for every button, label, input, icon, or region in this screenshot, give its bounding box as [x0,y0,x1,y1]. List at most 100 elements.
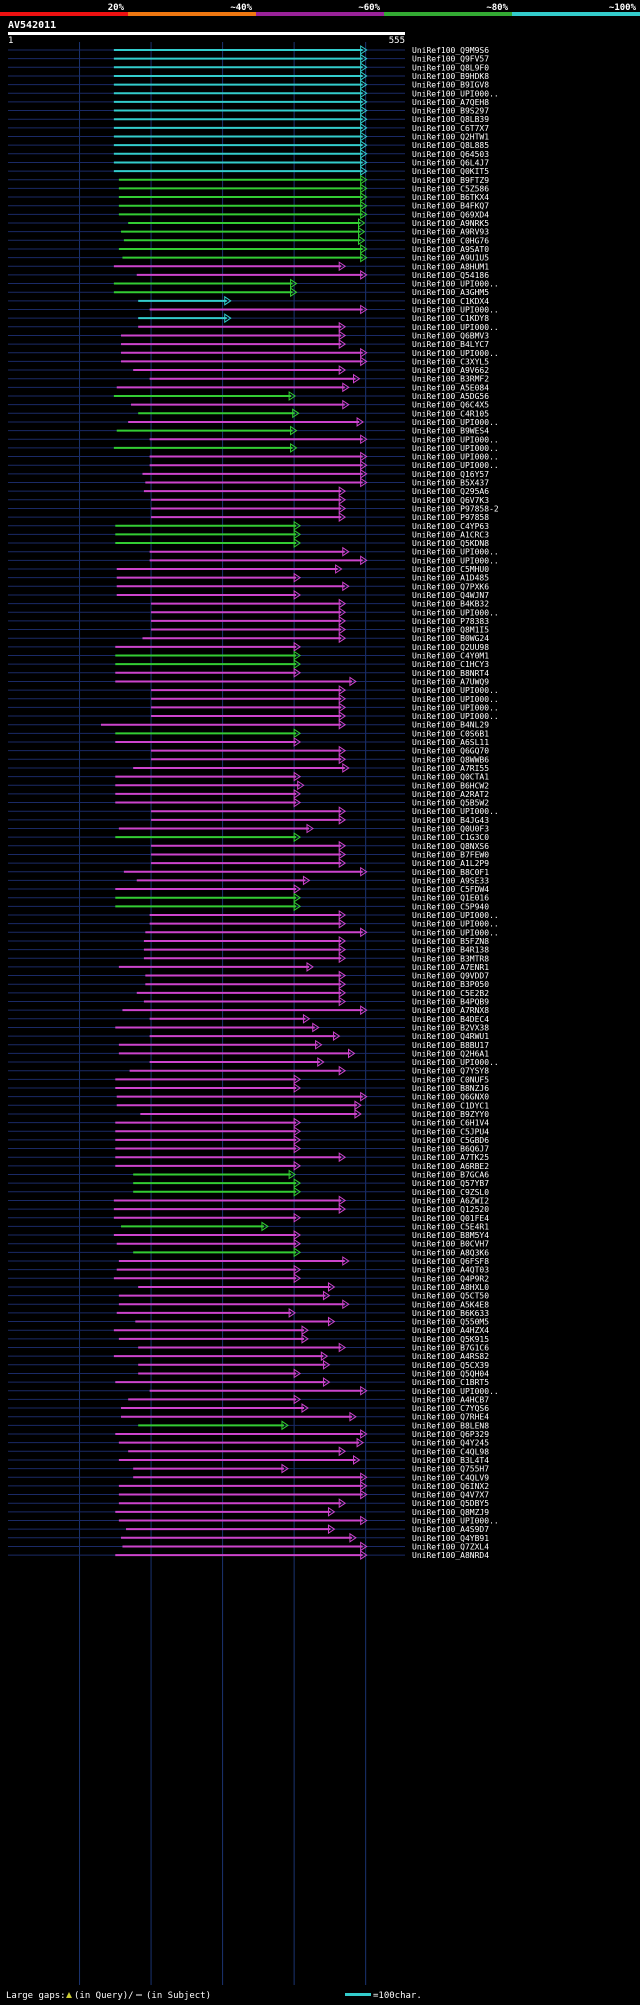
hit-label[interactable]: UniRef100_UPI000.. [412,1058,499,1067]
hit-row[interactable]: UniRef100_UPI000.. [8,278,499,289]
hit-label[interactable]: UniRef100_Q6GNX0 [412,1093,489,1102]
hit-label[interactable]: UniRef100_Q0KIT5 [412,167,489,176]
hit-row[interactable]: UniRef100_Q6INX2 [8,1480,489,1491]
hit-row[interactable]: UniRef100_UPI000.. [8,702,499,712]
hit-label[interactable]: UniRef100_A5E084 [412,383,489,392]
hit-label[interactable]: UniRef100_B3RMF2 [412,375,489,384]
hit-label[interactable]: UniRef100_Q8L9F0 [412,63,489,72]
hit-row[interactable]: UniRef100_Q8MZJ9 [8,1506,489,1517]
hit-row[interactable]: UniRef100_UPI000.. [8,1515,499,1526]
hit-row[interactable]: UniRef100_Q64503 [8,148,489,159]
hit-row[interactable]: UniRef100_B3L4T4 [8,1455,489,1465]
hit-label[interactable]: UniRef100_Q7ZXL4 [412,1542,489,1551]
hit-row[interactable]: UniRef100_UPI000.. [8,927,499,937]
hit-row[interactable]: UniRef100_UPI000.. [8,88,499,98]
hit-label[interactable]: UniRef100_UPI000.. [412,349,499,358]
hit-row[interactable]: UniRef100_A9NRK5 [8,218,489,228]
hit-label[interactable]: UniRef100_C5E2B2 [412,989,489,998]
hit-row[interactable]: UniRef100_C0HG76 [8,235,489,245]
hit-label[interactable]: UniRef100_Q6INX2 [412,1482,489,1491]
hit-label[interactable]: UniRef100_A9SE33 [412,876,489,885]
hit-row[interactable]: UniRef100_B8LEN8 [8,1420,489,1430]
hit-row[interactable]: UniRef100_UPI000.. [8,806,499,816]
hit-row[interactable]: UniRef100_Q295A6 [8,486,489,496]
hit-row[interactable]: UniRef100_C6H1V4 [8,1117,489,1128]
hit-label[interactable]: UniRef100_UPI000.. [412,435,499,444]
hit-row[interactable]: UniRef100_Q9M9S6 [8,45,489,55]
hit-row[interactable]: UniRef100_B9ZYY0 [8,1109,489,1119]
hit-row[interactable]: UniRef100_Q6V7K3 [8,494,489,505]
hit-row[interactable]: UniRef100_C4Y0M1 [8,650,489,661]
hit-label[interactable]: UniRef100_Q6C4X5 [412,401,489,410]
hit-label[interactable]: UniRef100_C5JPU4 [412,1127,489,1136]
hit-row[interactable]: UniRef100_Q2HTW1 [8,131,489,142]
hit-row[interactable]: UniRef100_C0NUF5 [8,1074,489,1084]
hit-row[interactable]: UniRef100_UPI000.. [8,451,499,462]
hit-row[interactable]: UniRef100_A9U1U5 [8,252,489,263]
hit-label[interactable]: UniRef100_UPI000.. [412,418,499,427]
hit-label[interactable]: UniRef100_Q5CX39 [412,1361,489,1370]
hit-row[interactable]: UniRef100_C1G3C0 [8,832,489,842]
hit-row[interactable]: UniRef100_C5E4R1 [8,1221,489,1231]
hit-label[interactable]: UniRef100_UPI000.. [412,911,499,920]
hit-row[interactable]: UniRef100_A7TK25 [8,1152,489,1162]
hit-row[interactable]: UniRef100_Q5KDN8 [8,538,489,548]
hit-label[interactable]: UniRef100_C1G3C0 [412,833,489,842]
hit-row[interactable]: UniRef100_UPI000.. [8,434,499,444]
hit-row[interactable]: UniRef100_UPI000.. [8,711,499,721]
hit-label[interactable]: UniRef100_P97858-2 [412,504,499,513]
hit-label[interactable]: UniRef100_C1KDY8 [412,314,489,323]
hit-label[interactable]: UniRef100_B9FTZ9 [412,176,489,185]
hit-row[interactable]: UniRef100_A6ZWI2 [8,1195,489,1205]
hit-row[interactable]: UniRef100_A7UWQ9 [8,676,489,686]
hit-label[interactable]: UniRef100_Q4RWU1 [412,1032,489,1041]
hit-label[interactable]: UniRef100_UPI000.. [412,461,499,470]
hit-label[interactable]: UniRef100_B5FZN8 [412,937,489,946]
hit-row[interactable]: UniRef100_Q7YSY8 [8,1065,489,1076]
hit-row[interactable]: UniRef100_Q5K915 [8,1333,489,1344]
hit-row[interactable]: UniRef100_A4HCB7 [8,1394,489,1404]
hit-row[interactable]: UniRef100_B6HCW2 [8,780,489,790]
hit-row[interactable]: UniRef100_B4KB32 [8,598,489,609]
hit-row[interactable]: UniRef100_Q54186 [8,269,489,280]
hit-label[interactable]: UniRef100_Q8L885 [412,141,489,150]
hit-row[interactable]: UniRef100_B7G1C6 [8,1342,489,1353]
hit-label[interactable]: UniRef100_Q2H6A1 [412,1049,489,1058]
hit-label[interactable]: UniRef100_B8NRT4 [412,669,489,678]
hit-row[interactable]: UniRef100_Q2UU98 [8,641,489,652]
hit-row[interactable]: UniRef100_UPI000.. [8,685,499,695]
hit-label[interactable]: UniRef100_UPI000.. [412,323,499,332]
hit-row[interactable]: UniRef100_C4R105 [8,408,489,418]
hit-row[interactable]: UniRef100_C4QL98 [8,1446,489,1456]
hit-row[interactable]: UniRef100_Q8M1I5 [8,624,489,635]
hit-row[interactable]: UniRef100_UPI000.. [8,321,499,332]
hit-label[interactable]: UniRef100_C4Y0M1 [412,652,489,661]
hit-row[interactable]: UniRef100_C1KDX4 [8,295,489,306]
hit-label[interactable]: UniRef100_A9RV93 [412,228,489,237]
hit-row[interactable]: UniRef100_Q8LB39 [8,114,489,124]
hit-label[interactable]: UniRef100_B7G1C6 [412,1344,489,1353]
hit-row[interactable]: UniRef100_Q7RHE4 [8,1411,489,1422]
hit-label[interactable]: UniRef100_B6TKX4 [412,193,489,202]
hit-row[interactable]: UniRef100_UPI000.. [8,918,499,929]
hit-label[interactable]: UniRef100_Q5KDN8 [412,539,489,548]
hit-label[interactable]: UniRef100_Q64503 [412,150,489,159]
hit-label[interactable]: UniRef100_C6T7X7 [412,124,489,133]
hit-row[interactable]: UniRef100_Q7ZXL4 [8,1541,489,1551]
hit-row[interactable]: UniRef100_A8Q3K6 [8,1247,489,1257]
hit-row[interactable]: UniRef100_A4RS82 [8,1351,489,1361]
hit-label[interactable]: UniRef100_Q8WWB6 [412,755,489,764]
hit-row[interactable]: UniRef100_Q6GQ70 [8,745,489,756]
hit-label[interactable]: UniRef100_Q4WJN7 [412,591,489,600]
hit-row[interactable]: UniRef100_B4FKQ7 [8,200,489,211]
hit-row[interactable]: UniRef100_Q9VDD7 [8,970,489,981]
hit-row[interactable]: UniRef100_Q8NXS6 [8,840,489,851]
hit-row[interactable]: UniRef100_B9IGV8 [8,79,489,90]
hit-row[interactable]: UniRef100_C7YQS6 [8,1403,489,1413]
hit-label[interactable]: UniRef100_A4HCB7 [412,1395,489,1404]
hit-label[interactable]: UniRef100_Q0U0F3 [412,825,489,834]
hit-label[interactable]: UniRef100_Q9FV57 [412,55,489,64]
hit-row[interactable]: UniRef100_Q755H7 [8,1463,489,1474]
hit-label[interactable]: UniRef100_UPI000.. [412,695,499,704]
hit-label[interactable]: UniRef100_Q8M1I5 [412,626,489,635]
